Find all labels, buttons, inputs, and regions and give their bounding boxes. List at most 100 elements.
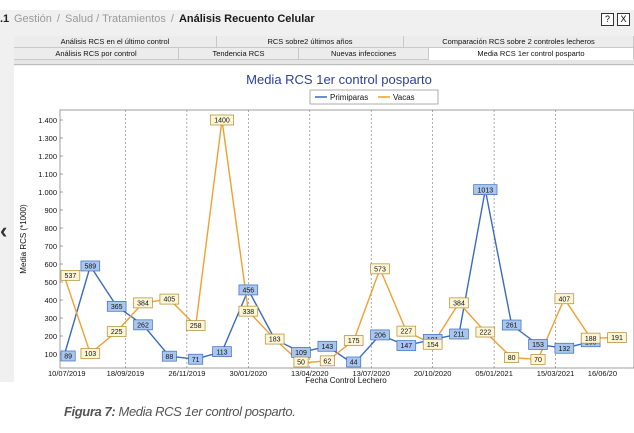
data-label-box <box>60 350 76 362</box>
data-label-text: 153 <box>532 342 544 349</box>
data-label-box <box>343 335 364 346</box>
data-label-text: 261 <box>506 323 518 330</box>
x-tick-label: 20/10/2020 <box>414 369 452 378</box>
data-label-box <box>133 319 153 331</box>
data-label-primiparas: 132 <box>554 342 575 354</box>
data-label-text: 365 <box>111 304 123 311</box>
x-tick-label: 13/04/2020 <box>291 369 329 378</box>
data-label-vacas: 50 <box>293 356 309 368</box>
data-label-box <box>530 354 546 365</box>
data-label-box <box>264 333 285 345</box>
tab-bar: Análisis RCS en el último control RCS so… <box>14 36 634 65</box>
chart-legend: Primiparas Vacas <box>309 89 439 105</box>
data-label-box <box>80 348 101 359</box>
data-label-text: 183 <box>269 337 281 344</box>
data-label-primiparas: 365 <box>106 300 127 312</box>
data-label-box <box>133 297 153 309</box>
previous-arrow-icon[interactable]: ‹ <box>0 218 8 243</box>
legend-label-vacas: Vacas <box>393 93 415 102</box>
data-label-vacas: 183 <box>264 333 285 345</box>
data-label-primiparas: 1013 <box>473 184 498 196</box>
y-tick-label: 800 <box>44 224 57 233</box>
data-label-primiparas: 143 <box>317 340 338 352</box>
data-label-text: 113 <box>216 349 227 356</box>
tab-media-rcs-posparto[interactable]: Media RCS 1er control posparto <box>429 48 634 60</box>
data-label-text: 80 <box>508 355 516 362</box>
data-label-primiparas: 88 <box>161 350 177 362</box>
y-tick-label: 900 <box>44 206 57 215</box>
data-label-box <box>528 339 548 350</box>
tab-rcs-dos-anos[interactable]: RCS sobre2 últimos años <box>217 36 404 48</box>
data-label-text: 89 <box>64 354 72 361</box>
data-label-vacas: 338 <box>238 305 259 317</box>
y-tick-label: 600 <box>44 260 57 269</box>
data-label-text: 143 <box>321 344 333 351</box>
data-label-box <box>80 260 101 272</box>
data-label-primiparas: 89 <box>60 350 76 362</box>
close-button[interactable]: X <box>617 13 630 26</box>
data-label-box <box>580 332 601 344</box>
tab-nuevas-infecciones[interactable]: Nuevas infecciones <box>299 48 429 60</box>
data-label-text: 384 <box>137 300 149 307</box>
data-label-box <box>185 320 206 331</box>
y-tick-label: 500 <box>44 278 57 287</box>
data-label-vacas: 258 <box>185 320 206 331</box>
data-label-text: 262 <box>137 322 149 329</box>
x-tick-label: 05/01/2021 <box>475 369 513 378</box>
y-axis-title: Media RCS (*1000) <box>19 204 28 274</box>
breadcrumb-gestion[interactable]: Gestión <box>14 13 52 25</box>
figure-caption-text: Media RCS 1er control posparto. <box>118 404 296 419</box>
y-tick-label: 1.200 <box>38 152 57 161</box>
x-tick-label: 16/06/20 <box>588 369 617 378</box>
data-label-primiparas: 44 <box>346 356 362 368</box>
data-label-vacas: 407 <box>554 293 575 305</box>
data-label-text: 88 <box>165 354 173 361</box>
data-label-text: 44 <box>350 360 358 367</box>
y-tick-label: 100 <box>44 350 57 359</box>
y-tick-label: 400 <box>44 296 57 305</box>
data-label-primiparas: 109 <box>291 347 311 358</box>
breadcrumb-salud[interactable]: Salud / Tratamientos <box>64 13 166 25</box>
tab-comparacion-rcs[interactable]: Comparación RCS sobre 2 controles lecher… <box>404 36 634 48</box>
tab-rcs-ultimo-control[interactable]: Análisis RCS en el último control <box>14 36 217 48</box>
data-label-primiparas: 456 <box>238 284 259 296</box>
data-label-vacas: 103 <box>80 348 101 359</box>
data-label-vacas: 573 <box>370 263 390 275</box>
tab-rcs-por-control[interactable]: Análisis RCS por control <box>14 48 179 60</box>
data-label-vacas: 222 <box>475 326 496 338</box>
x-tick-label: 18/09/2019 <box>107 369 145 378</box>
data-label-box <box>396 325 417 337</box>
data-label-box <box>106 326 127 337</box>
data-label-box <box>106 300 127 312</box>
module-number: .1 <box>0 13 10 25</box>
data-label-box <box>449 297 469 309</box>
data-label-text: 70 <box>534 357 542 364</box>
data-label-text: 147 <box>400 343 412 350</box>
data-label-vacas: 62 <box>319 355 335 367</box>
plot-area <box>59 109 634 369</box>
y-tick-label: 300 <box>44 314 57 323</box>
data-label-text: 222 <box>479 330 491 337</box>
tab-tendencia-rcs[interactable]: Tendencia RCS <box>179 48 299 60</box>
data-label-box <box>238 305 259 317</box>
series-line-vacas <box>63 119 618 364</box>
help-button[interactable]: ? <box>601 13 614 26</box>
data-label-box <box>212 346 232 358</box>
data-label-box <box>188 353 204 365</box>
data-label-vacas: 384 <box>133 297 153 309</box>
data-label-box <box>209 114 235 126</box>
breadcrumb-separator: / <box>56 13 60 25</box>
data-label-text: 227 <box>400 329 412 336</box>
data-label-text: 71 <box>192 357 200 364</box>
x-tick-label: 30/01/2020 <box>230 369 268 378</box>
data-label-text: 211 <box>453 332 464 339</box>
y-tick-label: 1.400 <box>38 116 57 125</box>
breadcrumb: Gestión / Salud / Tratamientos / Análisis Re… <box>14 13 315 25</box>
x-tick-label: 26/11/2019 <box>168 369 205 378</box>
data-label-vacas: 188 <box>580 332 601 344</box>
x-tick-label: 15/03/2021 <box>537 369 575 378</box>
data-label-primiparas: 262 <box>133 319 153 331</box>
legend-label-primiparas: Primiparas <box>330 93 368 102</box>
chart-panel: Media RCS 1er control posparto Primipara… <box>14 66 634 388</box>
data-label-primiparas: 589 <box>80 260 101 272</box>
